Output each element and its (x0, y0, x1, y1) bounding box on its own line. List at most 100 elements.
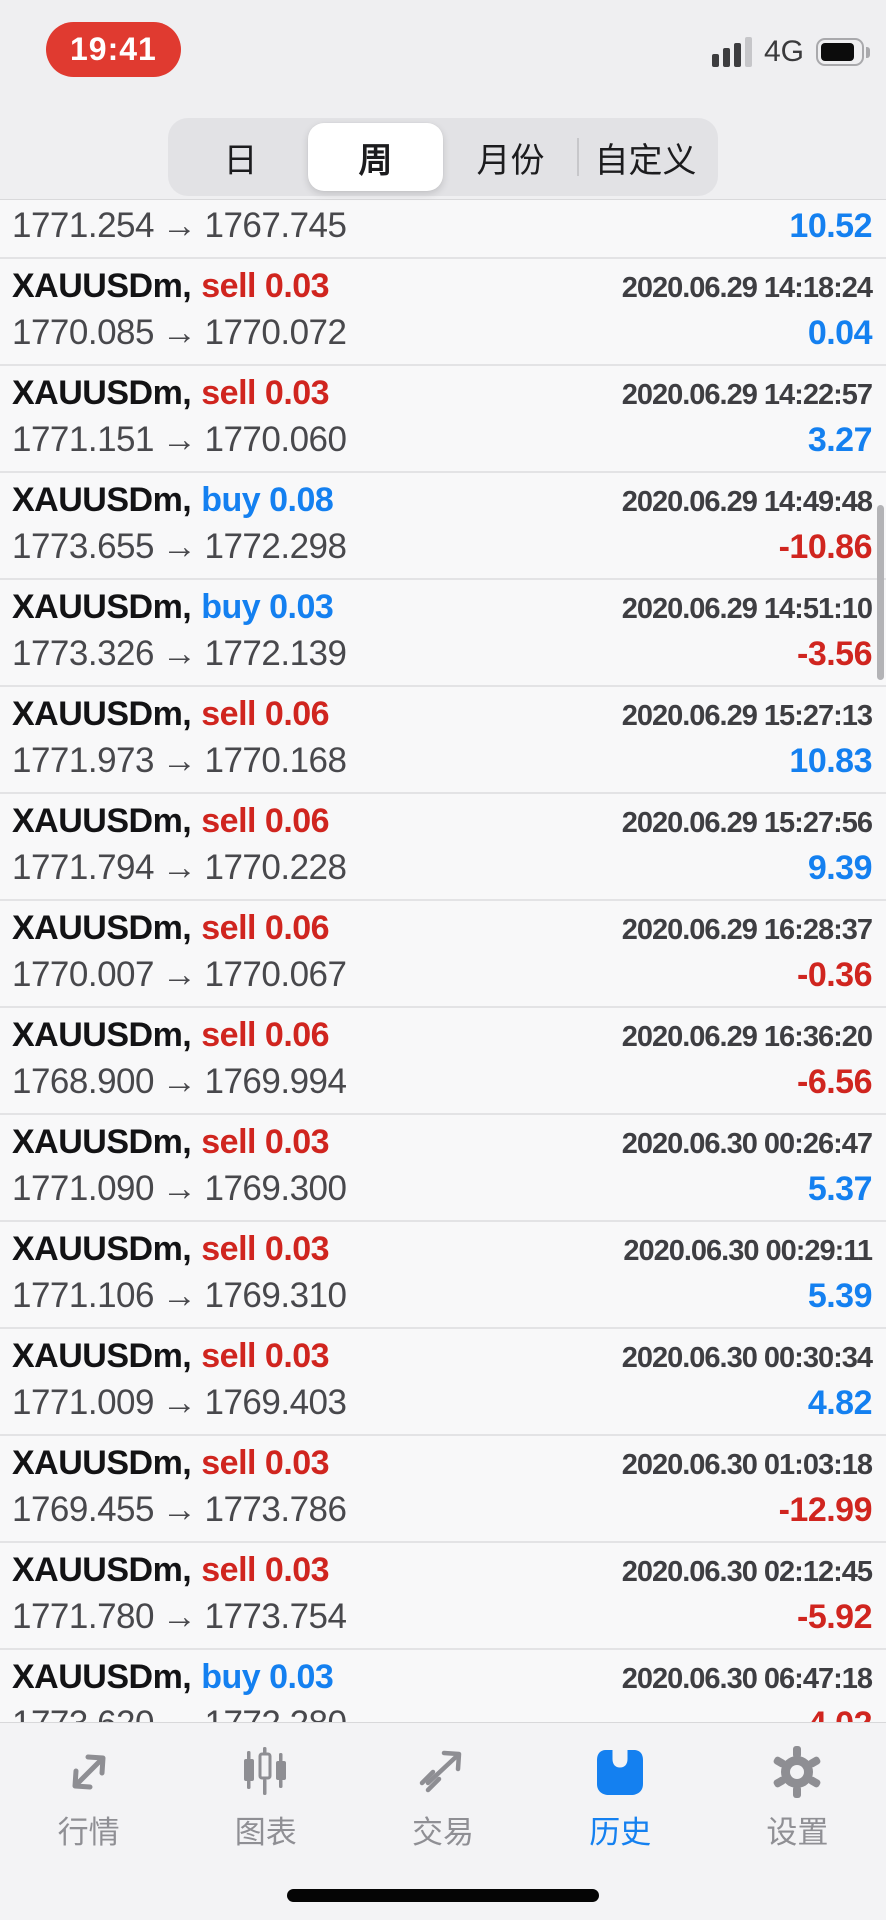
trade-prices: 1771.151 → 1770.060 (12, 420, 347, 460)
trade-close-price: 1770.067 (204, 955, 347, 994)
history-tray-icon (591, 1743, 649, 1801)
trade-datetime: 2020.06.29 16:28:37 (621, 914, 873, 946)
trade-symbol: XAUUSDm, (12, 267, 192, 305)
right-arrow-icon: → (161, 1276, 197, 1315)
trade-datetime: 2020.06.30 00:26:47 (621, 1128, 873, 1160)
tab-label: 历史 (589, 1815, 652, 1850)
trade-open-price: 1769.455 (12, 1490, 154, 1529)
trade-profit: -0.36 (797, 956, 873, 994)
trade-side-volume: sell 0.06 (201, 909, 330, 947)
history-row[interactable]: XAUUSDm, sell 0.03 2020.06.30 00:30:34 1… (0, 1329, 886, 1436)
trade-open-price: 1773.655 (12, 527, 154, 566)
battery-icon (816, 38, 870, 66)
trade-datetime: 2020.06.29 15:27:56 (621, 807, 873, 839)
trade-open-price: 1771.794 (12, 848, 154, 887)
history-row[interactable]: XAUUSDm, buy 0.08 2020.06.29 14:49:48 17… (0, 473, 886, 580)
trade-side-volume: buy 0.03 (201, 588, 334, 626)
trade-symbol: XAUUSDm, (12, 1444, 192, 1482)
tab-quotes[interactable]: 行情 (0, 1723, 177, 1920)
trade-datetime: 2020.06.30 01:03:18 (621, 1449, 873, 1481)
period-tab-day[interactable]: 日 (223, 141, 258, 180)
period-tab-week[interactable]: 周 (308, 123, 443, 191)
trade-open-price: 1771.009 (12, 1383, 154, 1422)
trade-prices: 1769.455 → 1773.786 (12, 1490, 347, 1530)
status-icons: 4G (711, 34, 870, 70)
trade-open-price: 1771.973 (12, 741, 154, 780)
candlestick-chart-icon (237, 1743, 295, 1801)
time-pill[interactable]: 19:41 (46, 22, 181, 77)
tab-history[interactable]: 历史 (532, 1723, 709, 1920)
period-tab-month[interactable]: 月份 (476, 141, 545, 180)
trade-side-volume: sell 0.03 (201, 374, 330, 412)
right-arrow-icon: → (161, 206, 197, 245)
trade-symbol: XAUUSDm, (12, 1016, 192, 1054)
trade-side-volume: sell 0.03 (201, 1123, 330, 1161)
trade-close-price: 1770.060 (204, 420, 347, 459)
tab-label: 图表 (234, 1815, 297, 1850)
right-arrow-icon: → (161, 420, 197, 459)
trade-symbol: XAUUSDm, (12, 481, 192, 519)
trade-symbol: XAUUSDm, (12, 1658, 192, 1696)
trade-symbol: XAUUSDm, (12, 374, 192, 412)
trade-datetime: 2020.06.29 14:18:24 (621, 272, 873, 304)
trade-close-price: 1769.403 (204, 1383, 347, 1422)
right-arrow-icon: → (161, 1169, 197, 1208)
history-row[interactable]: 1771.254 → 1767.745 10.52 (0, 206, 886, 259)
history-row[interactable]: XAUUSDm, sell 0.03 2020.06.30 02:12:45 1… (0, 1543, 886, 1650)
list-scrollbar[interactable] (877, 505, 884, 680)
trade-symbol: XAUUSDm, (12, 1230, 192, 1268)
home-indicator[interactable] (287, 1889, 599, 1902)
trade-profit: 10.52 (789, 207, 872, 245)
history-row[interactable]: XAUUSDm, sell 0.03 2020.06.30 01:03:18 1… (0, 1436, 886, 1543)
history-row[interactable]: XAUUSDm, buy 0.03 2020.06.30 06:47:18 17… (0, 1650, 886, 1722)
trade-open-price: 1771.106 (12, 1276, 154, 1315)
trade-prices: 1771.090 → 1769.300 (12, 1169, 347, 1209)
tab-settings[interactable]: 设置 (709, 1723, 886, 1920)
tab-label: 设置 (766, 1815, 829, 1850)
period-tab-custom[interactable]: 自定义 (577, 123, 713, 191)
history-row[interactable]: XAUUSDm, sell 0.06 2020.06.29 16:36:20 1… (0, 1008, 886, 1115)
history-row[interactable]: XAUUSDm, sell 0.03 2020.06.30 00:29:11 1… (0, 1222, 886, 1329)
trade-side-volume: sell 0.03 (201, 1551, 330, 1589)
right-arrow-icon: → (161, 1062, 197, 1101)
history-row[interactable]: XAUUSDm, sell 0.03 2020.06.29 14:18:24 1… (0, 259, 886, 366)
history-row[interactable]: XAUUSDm, buy 0.03 2020.06.29 14:51:10 17… (0, 580, 886, 687)
trade-datetime: 2020.06.30 00:30:34 (621, 1342, 873, 1374)
history-row[interactable]: XAUUSDm, sell 0.03 2020.06.30 00:26:47 1… (0, 1115, 886, 1222)
right-arrow-icon: → (161, 313, 197, 352)
trade-open-price: 1770.007 (12, 955, 154, 994)
trade-prices: 1773.326 → 1772.139 (12, 634, 347, 674)
trade-open-price: 1773.620 (12, 1704, 154, 1722)
trade-symbol: XAUUSDm, (12, 588, 192, 626)
trade-prices: 1771.780 → 1773.754 (12, 1597, 347, 1637)
trade-prices: 1771.973 → 1770.168 (12, 741, 347, 781)
trade-close-price: 1769.994 (204, 1062, 347, 1101)
history-row[interactable]: XAUUSDm, sell 0.06 2020.06.29 15:27:13 1… (0, 687, 886, 794)
right-arrow-icon: → (161, 527, 197, 566)
trade-side-volume: sell 0.06 (201, 802, 330, 840)
tab-charts[interactable]: 图表 (177, 1723, 354, 1920)
trade-profit: 5.37 (807, 1170, 873, 1208)
trade-profit: -12.99 (778, 1491, 873, 1529)
trade-datetime: 2020.06.29 15:27:13 (621, 700, 873, 732)
right-arrow-icon: → (154, 1704, 205, 1722)
trade-profit: 4.82 (807, 1384, 873, 1422)
right-arrow-icon: → (161, 1490, 197, 1529)
trade-side-volume: sell 0.03 (201, 1337, 330, 1375)
trade-profit: 9.39 (807, 849, 873, 887)
trade-side-volume: sell 0.03 (201, 267, 330, 305)
tab-trade[interactable]: 交易 (354, 1723, 531, 1920)
trade-prices: 1770.007 → 1770.067 (12, 955, 347, 995)
history-row[interactable]: XAUUSDm, sell 0.06 2020.06.29 16:28:37 1… (0, 901, 886, 1008)
trade-profit: -6.56 (797, 1063, 873, 1101)
trade-history-list[interactable]: 1771.254 → 1767.745 10.52 XAUUSDm, sell 0.… (0, 200, 886, 1722)
trade-close-price: 1767.745 (204, 206, 347, 245)
trade-side-volume: sell 0.06 (201, 1016, 330, 1054)
right-arrow-icon: → (161, 1383, 197, 1422)
trade-symbol: XAUUSDm, (12, 1551, 192, 1589)
history-row[interactable]: XAUUSDm, sell 0.03 2020.06.29 14:22:57 1… (0, 366, 886, 473)
period-segmented-control: 日 周 月份 自定义 (168, 118, 718, 196)
trade-profit: 3.27 (807, 421, 873, 459)
history-row[interactable]: XAUUSDm, sell 0.06 2020.06.29 15:27:56 1… (0, 794, 886, 901)
trade-close-price: 1772.280 (204, 1704, 346, 1722)
